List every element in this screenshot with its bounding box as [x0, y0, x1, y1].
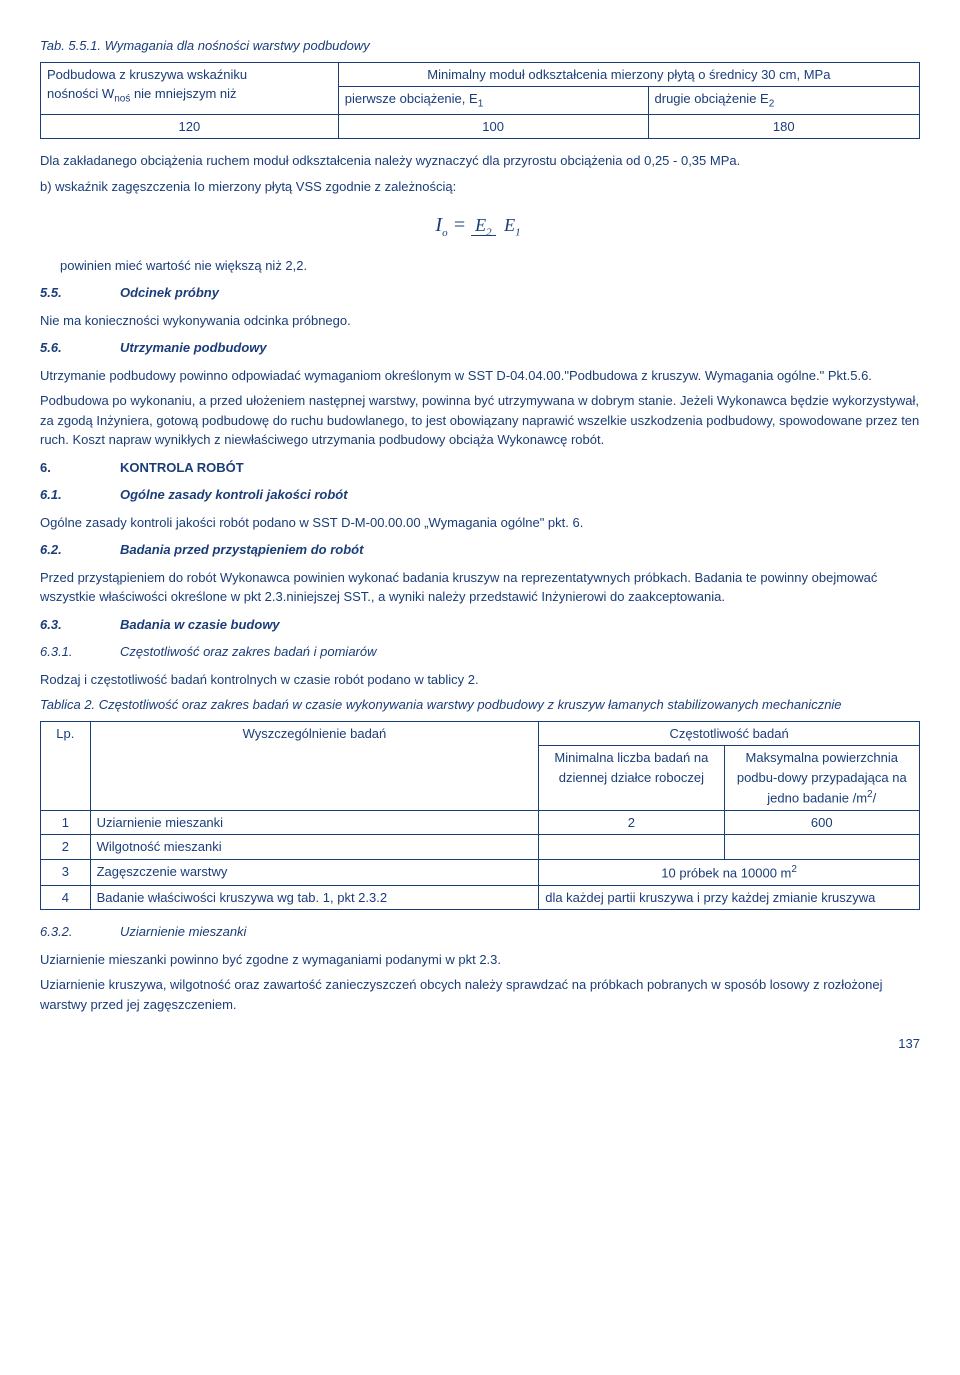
t2-r2-v1 — [539, 835, 724, 860]
t1-r3c3: 180 — [648, 114, 919, 139]
sec-5-5-num: 5.5. — [40, 283, 80, 303]
formula-den-sub: 1 — [515, 227, 521, 239]
t1-r2c3-pre: drugie obciążenie E — [655, 91, 769, 106]
t1-r1c2: Minimalny moduł odkształcenia mierzony p… — [338, 62, 919, 87]
t1-r1c1-sub: noś — [114, 94, 130, 105]
sec-6-3-num: 6.3. — [40, 615, 80, 635]
t2-h3a: Minimalna liczba badań na dziennej dział… — [539, 746, 724, 811]
table2-caption: Tablica 2. Częstotliwość oraz zakres bad… — [40, 695, 920, 715]
para-8: Przed przystąpieniem do robót Wykonawca … — [40, 568, 920, 607]
t2-r1-lp: 1 — [41, 810, 91, 835]
sec-6-3-2-num: 6.3.2. — [40, 922, 80, 942]
t2-r3-v-sup: 2 — [791, 864, 797, 875]
formula: Io = E2 E1 — [40, 210, 920, 242]
t2-r4-v: dla każdej partii kruszywa i przy każdej… — [539, 885, 920, 910]
formula-num: E — [475, 215, 486, 235]
t2-h2: Wyszczególnienie badań — [90, 721, 539, 810]
t2-h3b-suf: / — [873, 790, 877, 805]
sec-6-2-title: Badania przed przystąpieniem do robót — [120, 540, 363, 560]
t2-r3-name: Zagęszczenie warstwy — [90, 859, 539, 885]
t1-r1c1-suf: nie mniejszym niż — [130, 86, 236, 101]
sec-5-5-title: Odcinek próbny — [120, 283, 219, 303]
t1-r2c3-sub: 2 — [769, 99, 775, 110]
t1-r2c2-sub: 1 — [478, 99, 484, 110]
table-2: Lp. Wyszczególnienie badań Częstotliwość… — [40, 721, 920, 911]
sec-6-3-1-num: 6.3.1. — [40, 642, 80, 662]
formula-eq: = — [453, 214, 472, 236]
t2-r4-lp: 4 — [41, 885, 91, 910]
t2-h3b: Maksymalna powierzchnia podbu-dowy przyp… — [724, 746, 919, 811]
sec-5-6-title: Utrzymanie podbudowy — [120, 338, 267, 358]
para-1: Dla zakładanego obciążenia ruchem moduł … — [40, 151, 920, 171]
para-9: Rodzaj i częstotliwość badań kontrolnych… — [40, 670, 920, 690]
sec-5-6-num: 5.6. — [40, 338, 80, 358]
sec-6-1-title: Ogólne zasady kontroli jakości robót — [120, 485, 348, 505]
t2-r3-v: 10 próbek na 10000 m2 — [539, 859, 920, 885]
sec-6-3-1-title: Częstotliwość oraz zakres badań i pomiar… — [120, 642, 377, 662]
formula-den: E — [504, 215, 515, 235]
sec-6-3-2-title: Uziarnienie mieszanki — [120, 922, 246, 942]
sec-6-2-num: 6.2. — [40, 540, 80, 560]
t2-r1-name: Uziarnienie mieszanki — [90, 810, 539, 835]
t1-r1c1-line1: Podbudowa z kruszywa wskaźniku — [47, 67, 247, 82]
formula-lhs-sub: o — [442, 227, 448, 239]
sec-6-title: KONTROLA ROBÓT — [120, 458, 244, 478]
para-4: Nie ma konieczności wykonywania odcinka … — [40, 311, 920, 331]
t1-r1c1: Podbudowa z kruszywa wskaźniku nośności … — [41, 62, 339, 114]
table1-caption: Tab. 5.5.1. Wymagania dla nośności warst… — [40, 36, 920, 56]
page-number: 137 — [40, 1034, 920, 1054]
t2-r3-lp: 3 — [41, 859, 91, 885]
t1-r1c1-pre: nośności W — [47, 86, 114, 101]
formula-num-sub: 2 — [486, 227, 492, 239]
sec-6-1-num: 6.1. — [40, 485, 80, 505]
t1-r3c2: 100 — [338, 114, 648, 139]
para-7: Ogólne zasady kontroli jakości robót pod… — [40, 513, 920, 533]
t2-r2-name: Wilgotność mieszanki — [90, 835, 539, 860]
para-11: Uziarnienie kruszywa, wilgotność oraz za… — [40, 975, 920, 1014]
para-2: b) wskaźnik zagęszczenia Io mierzony pły… — [40, 177, 920, 197]
sec-6-num: 6. — [40, 458, 80, 478]
t1-r2c3: drugie obciążenie E2 — [648, 87, 919, 115]
t2-h3b-text: Maksymalna powierzchnia podbu-dowy przyp… — [737, 750, 907, 805]
para-5: Utrzymanie podbudowy powinno odpowiadać … — [40, 366, 920, 386]
t2-r1-v2: 600 — [724, 810, 919, 835]
t2-h1: Lp. — [41, 721, 91, 810]
t1-r2c2: pierwsze obciążenie, E1 — [338, 87, 648, 115]
para-6: Podbudowa po wykonaniu, a przed ułożenie… — [40, 391, 920, 450]
t2-r3-v-pre: 10 próbek na 10000 m — [661, 865, 791, 880]
t2-h3: Częstotliwość badań — [539, 721, 920, 746]
t2-r4-name: Badanie właściwości kruszywa wg tab. 1, … — [90, 885, 539, 910]
para-3: powinien mieć wartość nie większą niż 2,… — [40, 256, 920, 276]
table-1: Podbudowa z kruszywa wskaźniku nośności … — [40, 62, 920, 140]
t2-r2-lp: 2 — [41, 835, 91, 860]
sec-6-3-title: Badania w czasie budowy — [120, 615, 280, 635]
t2-r2-v2 — [724, 835, 919, 860]
para-10: Uziarnienie mieszanki powinno być zgodne… — [40, 950, 920, 970]
t1-r2c2-pre: pierwsze obciążenie, E — [345, 91, 478, 106]
t1-r3c1: 120 — [41, 114, 339, 139]
t2-r1-v1: 2 — [539, 810, 724, 835]
